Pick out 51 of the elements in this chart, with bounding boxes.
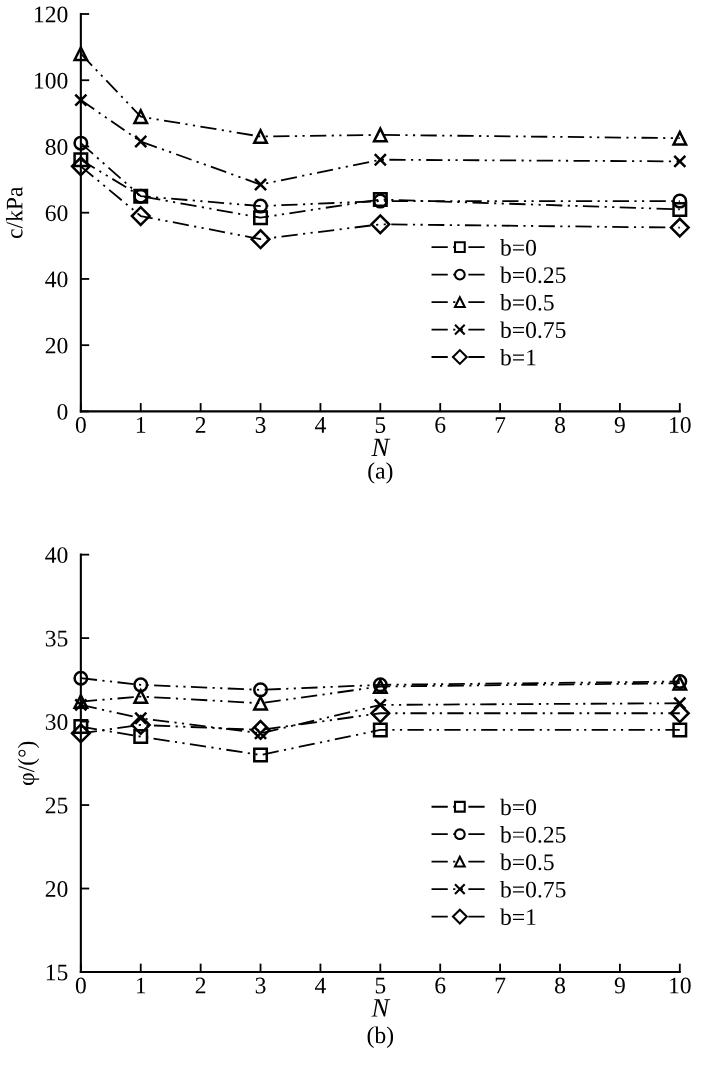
y-tick-label: 20: [45, 881, 68, 897]
x-tick-label: 10: [670, 416, 691, 433]
legend-label: b=0.75: [499, 881, 566, 898]
x-tick-label: 1: [136, 977, 146, 994]
x-tick-label: 3: [255, 417, 266, 433]
y-tick-label: 15: [46, 964, 68, 981]
x-tick-label: 3: [255, 977, 266, 994]
x-tick-label: 2: [195, 977, 206, 994]
legend-label: b=0.75: [499, 321, 566, 339]
legend-label: b=0: [499, 798, 537, 816]
y-tick-label: 40: [45, 271, 68, 288]
x-tick-label: 8: [555, 977, 566, 994]
legend-label: b=1: [499, 908, 536, 926]
legend-label: b=1: [499, 348, 536, 366]
x-tick-label: 9: [614, 977, 625, 994]
x-tick-label: 0: [75, 416, 86, 433]
x-tick-label: 5: [375, 417, 386, 433]
y-tick-label: 0: [57, 403, 68, 420]
legend-label: b=0: [499, 239, 537, 256]
y-axis-title: c/kPa: [5, 186, 23, 239]
y-tick-label: 120: [35, 6, 68, 23]
x-tick-label: 7: [495, 977, 506, 994]
x-tick-label: 1: [136, 417, 146, 433]
y-axis-title: φ/(°): [17, 741, 40, 786]
x-tick-label: 10: [670, 977, 691, 994]
y-tick-label: 25: [45, 797, 68, 814]
y-tick-label: 80: [45, 138, 68, 155]
y-tick-label: 30: [45, 714, 68, 731]
x-tick-label: 6: [435, 417, 446, 433]
y-tick-label: 40: [45, 547, 68, 564]
y-tick-label: 100: [35, 72, 68, 89]
x-tick-label: 0: [75, 977, 86, 994]
x-axis-title: N: [371, 999, 391, 1017]
x-tick-label: 4: [314, 977, 326, 994]
text: (a): [368, 462, 393, 484]
x-tick-label: 4: [314, 417, 326, 433]
y-tick-label: 60: [45, 205, 68, 222]
y-tick-label: 35: [45, 630, 68, 647]
x-tick-label: 9: [614, 417, 625, 433]
y-tick-label: 20: [45, 337, 68, 354]
x-tick-label: 5: [375, 977, 386, 994]
legend-label: b=0.25: [499, 266, 566, 284]
legend-label: b=0.25: [499, 826, 566, 843]
x-axis-title: N: [371, 438, 391, 456]
x-tick-label: 2: [195, 417, 206, 433]
x-tick-label: 8: [555, 416, 566, 433]
text: (b): [367, 1026, 394, 1048]
x-tick-label: 6: [435, 977, 446, 994]
x-tick-label: 7: [495, 417, 506, 433]
legend-label: b=0.5: [499, 293, 554, 311]
legend-label: b=0.5: [499, 853, 554, 871]
